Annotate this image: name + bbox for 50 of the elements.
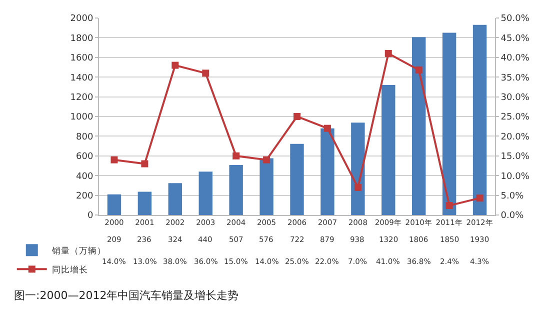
legend-label: 同比增长 [52,264,88,276]
y2-tick-label: 25.0% [500,112,530,123]
y-tick-label: 2000 [70,14,94,24]
y2-tick-label: 10.0% [500,172,530,182]
bar [260,158,274,215]
point [415,66,422,74]
bar [472,24,487,215]
y2-tick-label: 35.0% [500,73,530,84]
point [172,62,179,69]
y2-tick-label: 5.0% [500,191,524,202]
point [354,184,362,191]
bar [382,84,396,215]
point [263,156,270,164]
y-tick-label: 1200 [70,92,94,103]
y-tick-label: 1400 [70,73,94,84]
legend-label: 销量（万辆） [50,246,106,256]
point [446,202,453,210]
y-tick-label: 1600 [70,54,94,64]
point [476,194,484,202]
bar [229,165,243,215]
bar [290,144,304,215]
point [110,156,118,164]
point [384,50,392,57]
point [324,124,331,132]
y2-tick-label: 20.0% [500,132,530,142]
y2-tick-label: 40.0% [500,54,530,64]
y2-tick-label: 0.0% [500,211,524,222]
y-tick-label: 1800 [70,34,94,44]
bar [168,183,182,215]
bar [198,172,212,215]
bar [412,37,426,215]
bar [442,32,456,215]
y2-tick-label: 45.0% [500,34,530,44]
y-tick-label: 400 [76,172,94,182]
y-tick-label: 800 [76,132,94,142]
y-tick-label: 0 [87,211,94,222]
bar [320,128,334,215]
point [232,152,240,160]
point [141,160,148,168]
y-tick-label: 200 [76,191,94,202]
y2-tick-label: 50.0% [500,14,530,24]
bar [107,194,122,215]
point [202,70,210,77]
y2-tick-label: 30.0% [500,92,530,103]
y-tick-label: 600 [76,152,94,162]
point [294,113,300,120]
bar [138,192,152,215]
y2-tick-label: 15.0% [500,152,530,162]
y-tick-label: 1000 [70,112,94,123]
text: 图一:2000—2012年中国汽车销量及增长走势 [14,289,239,302]
